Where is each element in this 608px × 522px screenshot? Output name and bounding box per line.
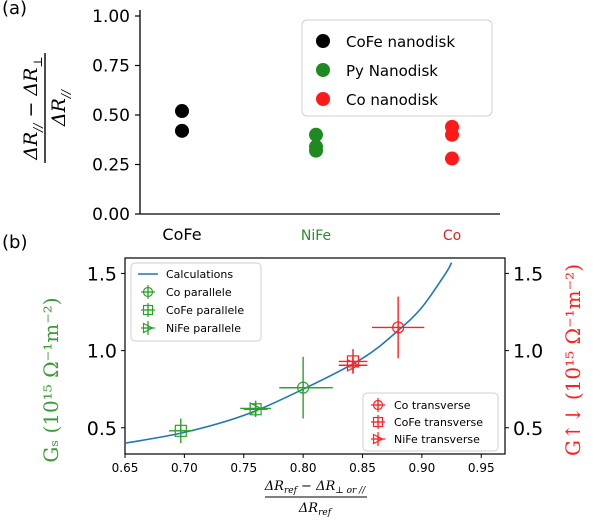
panel-b-ytick-label-right: 1.5 [513,263,543,285]
panel-a-category-label: CoFe [162,225,201,244]
panel-b-left-ylabel: Gₛ (10¹⁵ Ω⁻¹m⁻²) [39,297,63,462]
panel-a-legend-label: CoFe nanodisk [346,33,455,51]
panel-a-legend-label: Co nanodisk [346,91,438,109]
panel-a-legend-label: Py Nanodisk [346,62,438,80]
panel-b: (b) Gₛ (10¹⁵ Ω⁻¹m⁻²) G↑↓ (10¹⁵ Ω⁻¹m⁻²) 0… [2,232,585,518]
panel-a-legend-marker [316,92,330,106]
panel-b-legend-left-label: Calculations [166,268,233,281]
panel-a-legend-marker [316,34,330,48]
panel-b-xtick-label: 0.95 [468,461,495,475]
panel-b-xtick-label: 0.65 [112,461,139,475]
panel-a-point [175,104,189,119]
panel-a-ytick-label: 0.25 [92,156,130,176]
panel-a-ylabel: ΔR// − ΔR⊥ ΔR// [20,53,73,163]
panel-b-right-ylabel: G↑↓ (10¹⁵ Ω⁻¹m⁻²) [561,264,585,456]
panel-a-y-ticks: 0.00 0.25 0.50 0.75 1.00 [92,7,140,225]
panel-b-xtick-label: 0.90 [409,461,436,475]
panel-b-legend-left-box [130,262,262,342]
panel-b-legend-left: Calculations Co parallele CoFe parallele Ni… [130,262,262,342]
panel-a-legend: CoFe nanodisk Py Nanodisk Co nanodisk [301,19,493,117]
panel-b-legend-right-items: Co transverse CoFe transverse NiFe transve… [371,398,483,446]
panel-b-xlabel-numerator: ΔRref − ΔR⊥ or // [264,479,366,496]
panel-a-legend-box [301,19,493,117]
panel-a-ylabel-numerator: ΔR// − ΔR⊥ [20,56,45,160]
panel-b-ytick-label-right: 0.5 [513,418,543,440]
panel-b-legend-right-label: CoFe transverse [394,416,483,429]
panel-a: (a) ΔR// − ΔR⊥ ΔR// 0.00 0.25 0.50 0.75 1.00… [2,0,500,244]
panel-b-xtick-label: 0.85 [349,461,376,475]
panel-b-points [168,296,425,444]
panel-a-ytick-label: 1.00 [92,7,130,27]
panel-b-xtick-label: 0.75 [230,461,257,475]
panel-a-category-label: Co [443,228,461,244]
panel-a-ylabel-denominator: ΔR// [48,88,73,127]
panel-a-ytick-label: 0.75 [92,57,130,77]
panel-a-point [445,151,459,166]
panel-a-legend-items: CoFe nanodisk Py Nanodisk Co nanodisk [316,33,455,109]
panel-b-xtick-label: 0.80 [290,461,317,475]
panel-a-ytick-label: 0.50 [92,106,130,126]
panel-b-ytick-label-left: 1.0 [87,341,117,363]
panel-b-legend-right-label: NiFe transverse [394,433,480,446]
panel-b-xlabel-denominator: ΔRref [298,501,333,518]
panel-a-point [309,143,323,158]
panel-b-xtick-label: 0.70 [171,461,198,475]
panel-a-category-labels: CoFe NiFe Co [162,225,461,244]
panel-b-legend-right-label: Co transverse [394,399,471,412]
panel-a-label: (a) [2,0,27,19]
panel-b-legend-right-box [362,392,499,452]
panel-b-ytick-label-left: 0.5 [87,418,117,440]
panel-a-point [175,123,189,138]
panel-b-label: (b) [2,232,27,253]
panel-b-plot-frame [124,257,506,455]
panel-b-legend-right: Co transverse CoFe transverse NiFe transve… [362,392,499,452]
panel-b-legend-left-items: Calculations Co parallele CoFe parallele Ni… [138,268,244,335]
panel-a-ytick-label: 0.00 [92,205,130,225]
panel-b-ticks: 0.65 0.70 0.75 0.80 0.85 0.90 0.95 0.5 0.5 1.0 1.0… [87,263,543,475]
panel-a-points [175,104,459,166]
panel-a-point [309,127,323,142]
panel-b-legend-left-label: NiFe parallele [166,322,241,335]
panel-a-point [445,127,459,142]
calculations-curve [125,262,453,444]
panel-a-legend-marker [316,63,330,77]
panel-a-category-label: NiFe [301,228,331,244]
panel-b-ytick-label-right: 1.0 [513,341,543,363]
panel-b-xlabel: ΔRref − ΔR⊥ or // ΔRref [264,479,367,518]
panel-b-ytick-label-left: 1.5 [87,263,117,285]
panel-b-legend-left-label: Co parallele [166,286,232,299]
panel-b-legend-left-label: CoFe parallele [166,304,244,317]
